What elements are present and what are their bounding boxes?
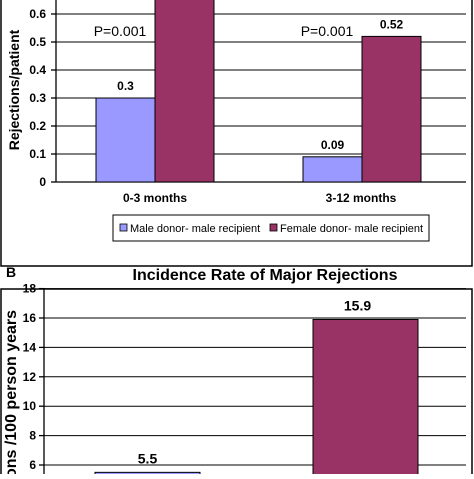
category-label-2: 3-12 months	[326, 191, 397, 205]
legend-swatch-female-donor	[269, 223, 278, 232]
bar-male-donor-2	[302, 156, 363, 183]
panel-a-data-labels: 0.3 0.09 0.52	[117, 17, 403, 151]
bar-female-donor-2	[361, 35, 422, 183]
p-value-annotation-2: P=0.001	[301, 23, 354, 39]
panel-b-y-ticks: 6 8 10 12 14 16 18	[23, 282, 44, 472]
panel-a-y-axis-title: Rejections/patient	[6, 29, 22, 150]
legend-label-female-donor: Female donor- male recipient	[280, 223, 423, 235]
panel-a-y-tick-label: 0.6	[29, 7, 46, 21]
panel-a: 00.10.20.30.40.50.6 0.30.090.52 P=0.001 …	[0, 0, 473, 267]
panel-a-y-tick-label: 0.5	[29, 35, 46, 49]
panel-b-bars	[94, 318, 419, 479]
panel-b-y-axis-title: ons /100 person years	[3, 310, 20, 474]
legend: Male donor- male recipient Female donor-…	[112, 214, 430, 242]
panel-a-y-tick-label: 0.4	[29, 63, 46, 77]
category-label-1: 0-3 months	[123, 191, 187, 205]
bar-male-donor-1	[95, 97, 156, 183]
legend-label-male-donor: Male donor- male recipient	[130, 223, 260, 235]
data-label: 5.5	[138, 450, 158, 466]
data-label: 0.52	[380, 17, 404, 31]
panel-b-letter: B	[6, 264, 16, 280]
data-label: 0.09	[321, 138, 345, 152]
panel-b: B Incidence Rate of Major Rejections 6 8 1…	[0, 264, 473, 479]
panel-b-y-tick-label: 16	[23, 311, 37, 325]
panel-a-y-tick-label: 0.2	[29, 119, 46, 133]
panel-b-y-tick-label: 12	[23, 370, 37, 384]
panel-b-y-tick-label: 8	[29, 429, 36, 443]
panel-b-title: Incidence Rate of Major Rejections	[133, 267, 398, 284]
bar-female-donor-incidence	[312, 318, 419, 479]
panel-a-y-tick-label: 0.3	[29, 91, 46, 105]
panel-a-bars	[95, 0, 422, 183]
data-label: 15.9	[344, 297, 371, 313]
data-label: 0.3	[117, 79, 134, 93]
p-value-annotation-1: P=0.001	[94, 23, 147, 39]
bar-female-donor-1	[154, 0, 215, 183]
panel-b-y-tick-label: 10	[23, 399, 37, 413]
panel-b-data-labels: 5.5 15.9	[138, 297, 372, 466]
panel-a-y-tick-label: 0	[39, 175, 46, 189]
panel-a-y-tick-label: 0.1	[29, 147, 46, 161]
panel-a-frame	[0, 0, 473, 267]
panel-b-y-tick-label: 14	[23, 340, 37, 354]
legend-swatch-male-donor	[119, 223, 128, 232]
panel-b-y-tick-label: 18	[23, 282, 37, 296]
panel-a-y-ticks: 0 0.1 0.2 0.3 0.4 0.5 0.6	[29, 7, 56, 189]
panel-b-y-tick-label: 6	[29, 458, 36, 472]
